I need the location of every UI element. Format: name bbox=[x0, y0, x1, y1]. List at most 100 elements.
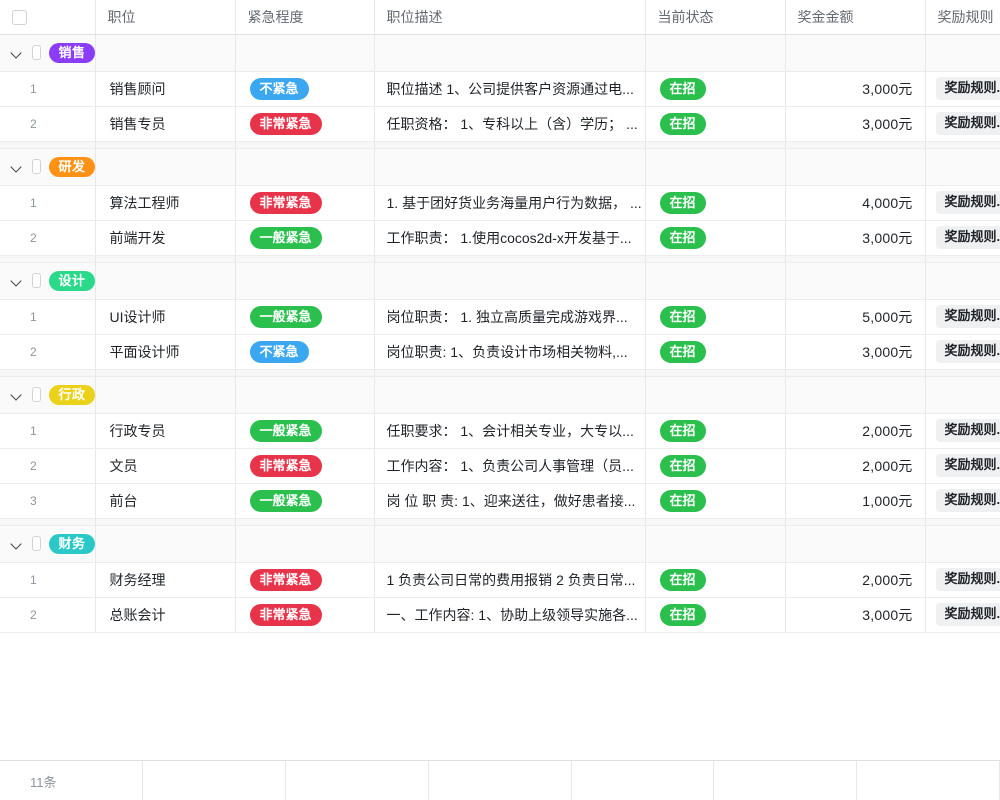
reward-rule-chip[interactable]: 奖励规则... bbox=[936, 419, 1000, 442]
cell-status[interactable]: 在招 bbox=[645, 71, 785, 106]
table-row[interactable]: 2总账会计非常紧急一、工作内容: 1、协助上级领导实施各...在招3,000元奖… bbox=[0, 597, 1000, 632]
reward-rule-chip[interactable]: 奖励规则... bbox=[936, 77, 1000, 100]
cell-bonus-amount[interactable]: 3,000元 bbox=[785, 106, 925, 141]
cell-reward-rule[interactable]: 奖励规则... bbox=[925, 448, 1000, 483]
table-row[interactable]: 2平面设计师不紧急岗位职责: 1、负责设计市场相关物料,...在招3,000元奖… bbox=[0, 334, 1000, 369]
cell-bonus-amount[interactable]: 2,000元 bbox=[785, 448, 925, 483]
table-row[interactable]: 1UI设计师一般紧急岗位职责： 1. 独立高质量完成游戏界...在招5,000元… bbox=[0, 299, 1000, 334]
cell-status[interactable]: 在招 bbox=[645, 413, 785, 448]
cell-bonus-amount[interactable]: 3,000元 bbox=[785, 334, 925, 369]
cell-position[interactable]: 行政专员 bbox=[95, 413, 235, 448]
cell-position[interactable]: 财务经理 bbox=[95, 562, 235, 597]
cell-urgency[interactable]: 一般紧急 bbox=[235, 220, 374, 255]
cell-description[interactable]: 1. 基于团好货业务海量用户行为数据， ... bbox=[374, 185, 645, 220]
cell-bonus-amount[interactable]: 4,000元 bbox=[785, 185, 925, 220]
cell-description[interactable]: 岗位职责： 1. 独立高质量完成游戏界... bbox=[374, 299, 645, 334]
cell-reward-rule[interactable]: 奖励规则... bbox=[925, 483, 1000, 518]
cell-status[interactable]: 在招 bbox=[645, 483, 785, 518]
chevron-down-icon[interactable] bbox=[10, 46, 24, 60]
chevron-down-icon[interactable] bbox=[10, 274, 24, 288]
cell-description[interactable]: 岗位职责: 1、负责设计市场相关物料,... bbox=[374, 334, 645, 369]
group-header-cell[interactable]: 财务 bbox=[0, 525, 95, 562]
cell-urgency[interactable]: 一般紧急 bbox=[235, 483, 374, 518]
cell-bonus-amount[interactable]: 3,000元 bbox=[785, 597, 925, 632]
group-header-row[interactable]: 销售 bbox=[0, 34, 1000, 71]
cell-urgency[interactable]: 非常紧急 bbox=[235, 106, 374, 141]
cell-reward-rule[interactable]: 奖励规则... bbox=[925, 185, 1000, 220]
cell-reward-rule[interactable]: 奖励规则... bbox=[925, 71, 1000, 106]
cell-bonus-amount[interactable]: 2,000元 bbox=[785, 562, 925, 597]
group-header-row[interactable]: 研发 bbox=[0, 148, 1000, 185]
cell-position[interactable]: 平面设计师 bbox=[95, 334, 235, 369]
cell-bonus-amount[interactable]: 2,000元 bbox=[785, 413, 925, 448]
checkbox-unchecked-icon[interactable] bbox=[32, 159, 41, 174]
cell-urgency[interactable]: 一般紧急 bbox=[235, 413, 374, 448]
table-row[interactable]: 3前台一般紧急岗 位 职 责: 1、迎来送往，做好患者接...在招1,000元奖… bbox=[0, 483, 1000, 518]
chevron-down-icon[interactable] bbox=[10, 160, 24, 174]
cell-position[interactable]: 总账会计 bbox=[95, 597, 235, 632]
checkbox-unchecked-icon[interactable] bbox=[12, 10, 27, 25]
checkbox-unchecked-icon[interactable] bbox=[32, 387, 41, 402]
reward-rule-chip[interactable]: 奖励规则... bbox=[936, 454, 1000, 477]
table-row[interactable]: 2文员非常紧急工作内容： 1、负责公司人事管理（员...在招2,000元奖励规则… bbox=[0, 448, 1000, 483]
reward-rule-chip[interactable]: 奖励规则... bbox=[936, 489, 1000, 512]
cell-urgency[interactable]: 不紧急 bbox=[235, 334, 374, 369]
cell-position[interactable]: 前台 bbox=[95, 483, 235, 518]
cell-status[interactable]: 在招 bbox=[645, 106, 785, 141]
cell-reward-rule[interactable]: 奖励规则... bbox=[925, 597, 1000, 632]
reward-rule-chip[interactable]: 奖励规则... bbox=[936, 340, 1000, 363]
cell-status[interactable]: 在招 bbox=[645, 220, 785, 255]
column-header-reward-rule[interactable]: 奖励规则 bbox=[925, 0, 1000, 34]
chevron-down-icon[interactable] bbox=[10, 537, 24, 551]
cell-urgency[interactable]: 不紧急 bbox=[235, 71, 374, 106]
group-header-cell[interactable]: 行政 bbox=[0, 376, 95, 413]
cell-reward-rule[interactable]: 奖励规则... bbox=[925, 106, 1000, 141]
reward-rule-chip[interactable]: 奖励规则... bbox=[936, 305, 1000, 328]
cell-urgency[interactable]: 非常紧急 bbox=[235, 448, 374, 483]
cell-status[interactable]: 在招 bbox=[645, 597, 785, 632]
column-header-position[interactable]: 职位 bbox=[95, 0, 235, 34]
cell-position[interactable]: 前端开发 bbox=[95, 220, 235, 255]
group-header-cell[interactable]: 研发 bbox=[0, 148, 95, 185]
group-header-row[interactable]: 设计 bbox=[0, 262, 1000, 299]
cell-reward-rule[interactable]: 奖励规则... bbox=[925, 413, 1000, 448]
cell-urgency[interactable]: 一般紧急 bbox=[235, 299, 374, 334]
cell-reward-rule[interactable]: 奖励规则... bbox=[925, 220, 1000, 255]
select-all-header-cell[interactable] bbox=[0, 0, 95, 34]
group-header-cell[interactable]: 销售 bbox=[0, 34, 95, 71]
table-row[interactable]: 1财务经理非常紧急1 负责公司日常的费用报销 2 负责日常...在招2,000元… bbox=[0, 562, 1000, 597]
cell-status[interactable]: 在招 bbox=[645, 562, 785, 597]
table-row[interactable]: 1销售顾问不紧急职位描述 1、公司提供客户资源通过电...在招3,000元奖励规… bbox=[0, 71, 1000, 106]
cell-position[interactable]: 算法工程师 bbox=[95, 185, 235, 220]
column-header-bonus[interactable]: 奖金金额 bbox=[785, 0, 925, 34]
cell-status[interactable]: 在招 bbox=[645, 299, 785, 334]
cell-reward-rule[interactable]: 奖励规则... bbox=[925, 299, 1000, 334]
column-header-status[interactable]: 当前状态 bbox=[645, 0, 785, 34]
table-row[interactable]: 2销售专员非常紧急任职资格： 1、专科以上（含）学历； ...在招3,000元奖… bbox=[0, 106, 1000, 141]
cell-description[interactable]: 工作内容： 1、负责公司人事管理（员... bbox=[374, 448, 645, 483]
reward-rule-chip[interactable]: 奖励规则... bbox=[936, 226, 1000, 249]
cell-reward-rule[interactable]: 奖励规则... bbox=[925, 334, 1000, 369]
cell-urgency[interactable]: 非常紧急 bbox=[235, 562, 374, 597]
cell-description[interactable]: 职位描述 1、公司提供客户资源通过电... bbox=[374, 71, 645, 106]
cell-position[interactable]: 文员 bbox=[95, 448, 235, 483]
table-row[interactable]: 1行政专员一般紧急任职要求： 1、会计相关专业，大专以...在招2,000元奖励… bbox=[0, 413, 1000, 448]
checkbox-unchecked-icon[interactable] bbox=[32, 45, 41, 60]
cell-position[interactable]: 销售专员 bbox=[95, 106, 235, 141]
group-header-row[interactable]: 行政 bbox=[0, 376, 1000, 413]
cell-position[interactable]: UI设计师 bbox=[95, 299, 235, 334]
group-header-row[interactable]: 财务 bbox=[0, 525, 1000, 562]
cell-status[interactable]: 在招 bbox=[645, 448, 785, 483]
cell-description[interactable]: 任职资格： 1、专科以上（含）学历； ... bbox=[374, 106, 645, 141]
cell-bonus-amount[interactable]: 5,000元 bbox=[785, 299, 925, 334]
cell-description[interactable]: 一、工作内容: 1、协助上级领导实施各... bbox=[374, 597, 645, 632]
chevron-down-icon[interactable] bbox=[10, 388, 24, 402]
cell-urgency[interactable]: 非常紧急 bbox=[235, 597, 374, 632]
column-header-description[interactable]: 职位描述 bbox=[374, 0, 645, 34]
group-header-cell[interactable]: 设计 bbox=[0, 262, 95, 299]
reward-rule-chip[interactable]: 奖励规则... bbox=[936, 568, 1000, 591]
cell-bonus-amount[interactable]: 3,000元 bbox=[785, 220, 925, 255]
cell-description[interactable]: 工作职责： 1.使用cocos2d-x开发基于... bbox=[374, 220, 645, 255]
cell-description[interactable]: 1 负责公司日常的费用报销 2 负责日常... bbox=[374, 562, 645, 597]
cell-description[interactable]: 任职要求： 1、会计相关专业，大专以... bbox=[374, 413, 645, 448]
